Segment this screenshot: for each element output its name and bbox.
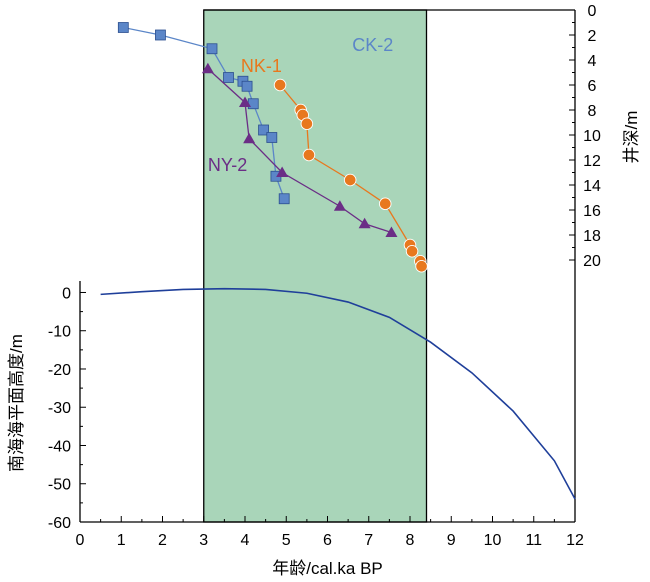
x-axis-label: 年龄/cal.ka BP	[272, 559, 383, 578]
data-point-nk1	[415, 260, 428, 273]
x-tick-label: 0	[76, 532, 85, 549]
data-point-nk1	[343, 173, 357, 187]
data-point-ny2	[276, 166, 289, 177]
sea-level-tick-label: -40	[48, 438, 71, 455]
data-point-ny2	[239, 96, 251, 107]
x-tick-label: 8	[406, 532, 415, 549]
sea-level-tick-label: -60	[48, 515, 71, 532]
series-label-nk1: NK-1	[241, 56, 282, 76]
x-tick-label: 2	[158, 532, 167, 549]
well-depth-tick-label: 10	[583, 128, 601, 145]
series-label-ny2: NY-2	[208, 155, 247, 175]
series-ck2	[117, 22, 290, 205]
age-band	[203, 9, 428, 523]
series-ny2	[201, 62, 398, 237]
x-tick-label: 10	[484, 532, 502, 549]
data-point-nk1	[300, 117, 314, 130]
x-tick-label: 3	[199, 532, 208, 549]
data-point-ck2	[247, 98, 259, 110]
well-depth-tick-label: 8	[588, 103, 597, 120]
data-point-ck2	[155, 29, 166, 41]
data-point-ny2	[201, 62, 214, 74]
well-depth-tick-label: 16	[583, 203, 601, 220]
data-point-ck2	[206, 43, 218, 55]
data-point-nk1	[302, 148, 316, 162]
well-depth-panel: 0 2 4 6 8 10 12 14 16 18 20	[117, 3, 601, 273]
data-point-ny2	[358, 217, 371, 229]
well-depth-tick-label: 2	[588, 28, 597, 45]
series-label-ck2: CK-2	[352, 35, 393, 55]
well-depth-tick-label: 18	[583, 228, 601, 245]
well-depth-tick-label: 0	[588, 3, 597, 20]
data-point-ck2	[258, 124, 269, 136]
sea-level-tick-label: -20	[48, 362, 71, 379]
well-depth-tick-label: 14	[583, 178, 601, 195]
sea-level-tick-label: -10	[48, 324, 71, 341]
sea-level-panel: 0 1 2 3 4 5 6 7 8 9 10 11 120-10-20-30-40-50-60	[48, 10, 584, 549]
sea-level-tick-label: -30	[48, 400, 71, 417]
data-point-ny2	[385, 226, 398, 237]
x-tick-label: 9	[447, 532, 456, 549]
well-depth-tick-label: 6	[588, 78, 597, 95]
data-point-ny2	[333, 200, 346, 211]
data-point-ck2	[223, 72, 234, 83]
data-point-ck2	[241, 80, 253, 92]
data-point-ck2	[278, 193, 290, 205]
sea-level-tick-label: -50	[48, 477, 71, 494]
sea-level-curve	[100, 287, 576, 500]
x-tick-label: 5	[282, 532, 291, 549]
x-tick-label: 4	[241, 532, 250, 549]
well-depth-axis-label: 井深/m	[622, 111, 641, 164]
data-point-ny2	[243, 132, 256, 144]
x-tick-label: 11	[525, 532, 542, 549]
well-depth-tick-label: 12	[583, 153, 601, 170]
data-point-nk1	[405, 244, 419, 258]
data-point-nk1	[273, 78, 287, 92]
well-depth-tick-label: 4	[588, 53, 597, 70]
data-point-ck2	[117, 22, 129, 33]
x-tick-label: 1	[117, 532, 126, 549]
series-nk1	[273, 78, 428, 273]
well-depth-tick-label: 20	[583, 253, 601, 270]
data-point-nk1	[379, 197, 392, 210]
x-tick-label: 7	[364, 532, 373, 549]
data-point-ck2	[266, 132, 278, 143]
x-tick-label: 12	[566, 532, 584, 549]
sea-level-axis-label: 南海海平面高度/m	[7, 334, 26, 472]
x-tick-label: 6	[323, 532, 332, 549]
sea-level-tick-label: 0	[62, 285, 71, 302]
